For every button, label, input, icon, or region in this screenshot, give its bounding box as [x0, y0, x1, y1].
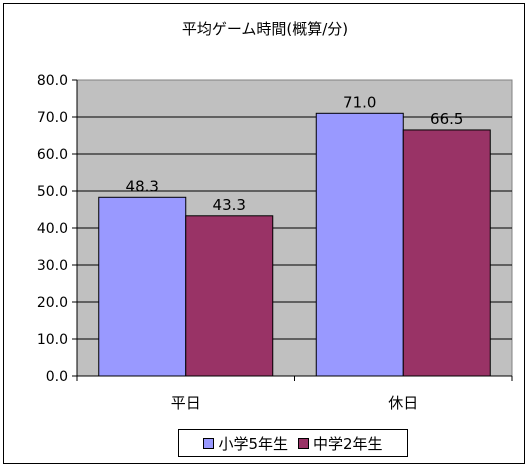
chart-title: 平均ゲーム時間(概算/分) — [181, 20, 349, 38]
x-category-label: 平日 — [171, 394, 201, 412]
legend-swatch-series-2 — [298, 437, 309, 449]
y-tick-label: 10.0 — [37, 332, 68, 348]
y-tick-label: 40.0 — [37, 221, 68, 237]
x-category-label: 休日 — [388, 394, 418, 412]
legend: 小学5年生 中学2年生 — [178, 429, 408, 457]
legend-swatch-series-1 — [203, 437, 215, 449]
bar-series-2 — [185, 215, 274, 377]
data-label: 71.0 — [343, 93, 376, 111]
legend-item-series-2: 中学2年生 — [298, 433, 383, 454]
bar-series-2 — [402, 129, 491, 377]
data-label: 43.3 — [213, 196, 246, 214]
y-tick-label: 50.0 — [37, 184, 68, 200]
y-tick-label: 70.0 — [37, 110, 68, 126]
bar-series-1 — [315, 112, 404, 377]
data-label: 48.3 — [126, 177, 159, 195]
y-tick-label: 60.0 — [37, 147, 68, 163]
y-tick-label: 20.0 — [37, 295, 68, 311]
legend-item-series-1: 小学5年生 — [203, 433, 288, 454]
y-tick-label: 0.0 — [46, 369, 68, 385]
y-tick-label: 80.0 — [37, 73, 68, 89]
y-tick-label: 30.0 — [37, 258, 68, 274]
legend-label-series-1: 小学5年生 — [218, 434, 288, 453]
legend-label-series-2: 中学2年生 — [313, 434, 383, 453]
data-label: 66.5 — [430, 110, 463, 128]
bar-series-1 — [98, 196, 187, 377]
